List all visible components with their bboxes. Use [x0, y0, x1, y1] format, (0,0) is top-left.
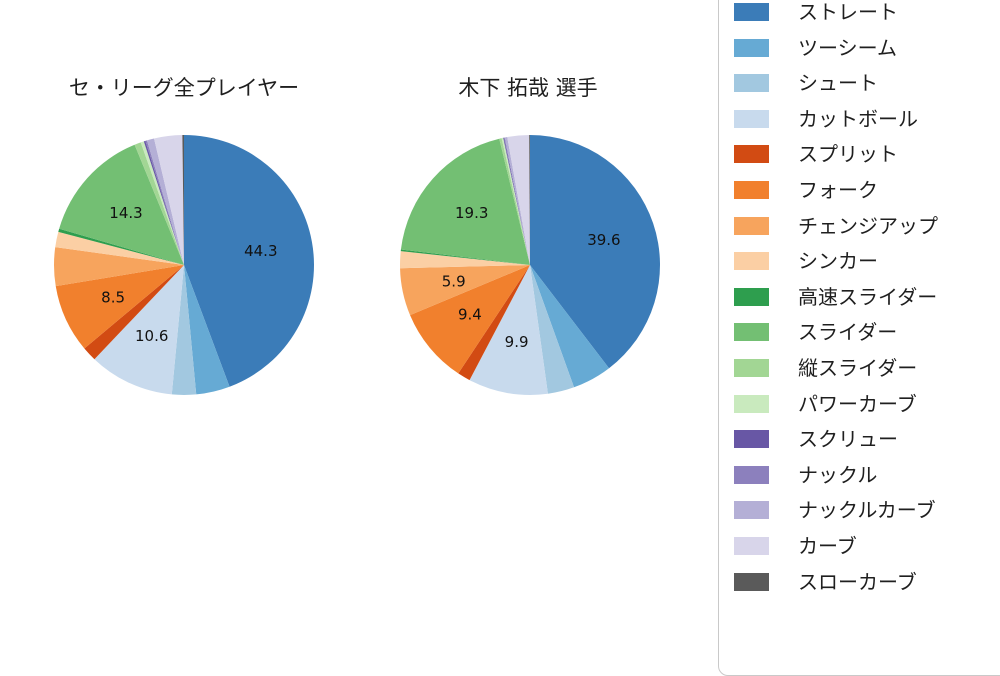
legend-color-swatch [734, 38, 769, 57]
pie-chart-league: 44.3 10.6 8.5 14.3 [54, 135, 314, 395]
pie-slice-value-label: 9.4 [458, 306, 482, 324]
legend-item-label: ナックルカーブ [798, 498, 936, 523]
pie-slice-1-8 [400, 249, 530, 265]
legend-item-label: 縦スライダー [798, 355, 918, 380]
legend-color-swatch [734, 74, 769, 93]
legend-item: 縦スライダー [734, 358, 1000, 378]
pie-slice-1-14 [504, 137, 530, 265]
pie-slice-1-1 [530, 265, 610, 388]
pie-slice-1-0 [530, 135, 661, 369]
legend-color-swatch [734, 430, 769, 449]
legend-item-label: スプリット [798, 142, 898, 167]
legend-color-swatch [734, 501, 769, 520]
pie-slice-0-16 [182, 135, 184, 265]
legend-item-label: シンカー [798, 249, 878, 274]
legend-color-swatch [734, 180, 769, 199]
legend-color-swatch [734, 394, 769, 413]
legend-item-label: フォーク [798, 177, 878, 202]
pie-slice-0-2 [171, 265, 197, 395]
pie-slice-1-15 [507, 135, 530, 265]
legend-item-label: チェンジアップ [798, 213, 938, 238]
chart-title-league: セ・リーグ全プレイヤー [68, 76, 300, 100]
pie-slice-0-15 [154, 135, 184, 265]
legend-item: シュート [734, 73, 1000, 93]
legend-item: 高速スライダー [734, 287, 1000, 307]
pie-slice-1-7 [399, 251, 530, 269]
pie-slice-0-4 [84, 265, 184, 360]
legend-item-label: スローカーブ [798, 569, 917, 594]
legend-color-swatch [734, 3, 769, 21]
legend-item: フォーク [734, 180, 1000, 200]
legend-item: シンカー [734, 251, 1000, 271]
legend-item: ナックル [734, 465, 1000, 485]
legend-item: ツーシーム [734, 38, 1000, 58]
pie-slice-0-10 [134, 142, 184, 265]
legend-color-swatch [734, 323, 769, 342]
legend-item: スクリュー [734, 429, 1000, 449]
pie-slice-1-13 [504, 137, 530, 265]
legend-item: スプリット [734, 144, 1000, 164]
legend-item-label: ツーシーム [798, 35, 897, 60]
legend-item-label: 高速スライダー [798, 284, 938, 309]
pie-slice-value-label: 8.5 [101, 289, 125, 307]
legend-item: パワーカーブ [734, 394, 1000, 414]
legend-item: ストレート [734, 2, 1000, 22]
pie-slice-1-2 [530, 265, 575, 394]
legend-color-swatch [734, 109, 769, 128]
pie-slice-1-12 [503, 137, 530, 265]
legend-item-label: ナックル [798, 462, 878, 487]
pie-slice-1-6 [400, 265, 530, 316]
legend-color-swatch [734, 465, 769, 484]
legend-color-swatch [734, 358, 769, 377]
pie-slice-1-9 [400, 138, 530, 265]
pie-slice-0-5 [55, 265, 185, 349]
pie-slice-1-3 [469, 265, 548, 395]
legend-item-label: スライダー [798, 320, 898, 345]
legend-item-label: カットボール [798, 106, 918, 131]
pie-slice-0-1 [184, 265, 230, 395]
legend-color-swatch [734, 145, 769, 164]
legend-item: チェンジアップ [734, 216, 1000, 236]
legend: ストレートツーシームシュートカットボール スプリットフォークチェンジアップ シンカー… [718, 0, 1000, 676]
pie-slice-value-label: 5.9 [442, 272, 466, 290]
pie-slice-0-6 [54, 247, 184, 287]
pie-slice-value-label: 19.3 [455, 204, 488, 222]
pie-slice-1-4 [458, 265, 530, 381]
legend-item: カットボール [734, 109, 1000, 129]
legend-color-swatch [734, 216, 769, 235]
pie-slice-0-7 [55, 231, 185, 265]
pie-slice-0-0 [184, 135, 314, 387]
pie-slice-value-label: 39.6 [587, 231, 620, 249]
pie-slice-value-label: 9.9 [505, 333, 529, 351]
pie-slice-0-12 [143, 140, 184, 265]
legend-color-swatch [734, 287, 769, 306]
legend-color-swatch [734, 572, 769, 591]
legend-item-label: カーブ [798, 533, 857, 558]
pie-slice-0-8 [58, 228, 184, 265]
pie-slice-0-13 [145, 140, 184, 265]
pie-slice-0-3 [94, 265, 184, 395]
pie-slice-0-14 [146, 138, 184, 265]
pie-slice-value-label: 10.6 [135, 327, 168, 345]
pie-slice-1-5 [410, 265, 530, 374]
legend-color-swatch [734, 536, 769, 555]
pie-slice-0-9 [59, 144, 184, 265]
legend-item-label: パワーカーブ [798, 391, 917, 416]
pie-slice-1-10 [499, 138, 530, 265]
legend-item-label: シュート [798, 71, 878, 96]
pie-slice-1-11 [501, 137, 530, 265]
pie-slice-0-11 [140, 141, 184, 265]
legend-color-swatch [734, 252, 769, 271]
legend-item: カーブ [734, 536, 1000, 556]
legend-item-label: スクリュー [798, 427, 898, 452]
pie-slice-value-label: 14.3 [109, 204, 142, 222]
pie-chart-player: 39.6 9.9 9.4 5.9 19.3 [399, 134, 661, 395]
legend-item: ナックルカーブ [734, 500, 1000, 520]
chart-title-player: 木下 拓哉 選手 [458, 76, 598, 100]
pie-slice-value-label: 44.3 [244, 242, 277, 260]
legend-item-label: ストレート [798, 0, 898, 24]
legend-item: スライダー [734, 322, 1000, 342]
legend-item: スローカーブ [734, 572, 1000, 592]
